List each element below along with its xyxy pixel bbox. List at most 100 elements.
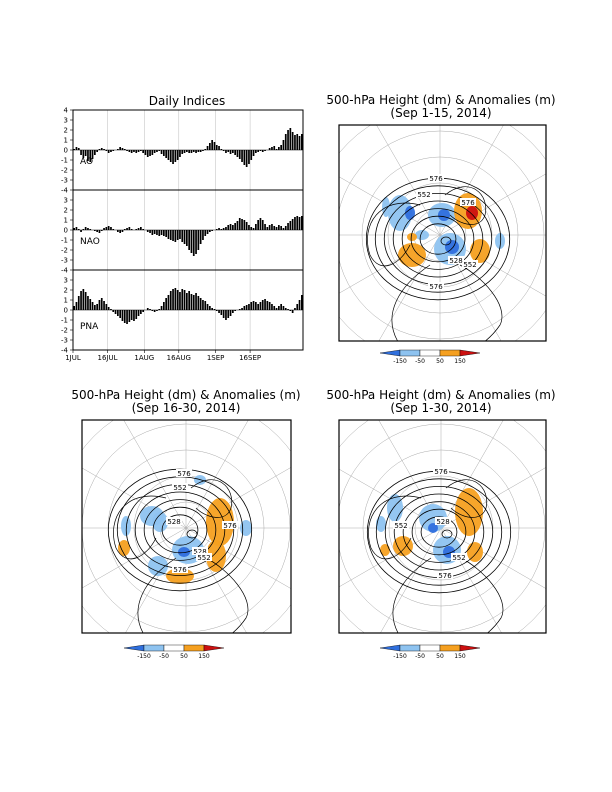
index-bar	[130, 229, 133, 230]
contour-label: 528	[167, 518, 180, 526]
index-bar	[123, 149, 126, 150]
colorbar-swatch	[419, 644, 441, 652]
coastline-eurasia	[113, 495, 167, 560]
index-bar	[206, 146, 209, 150]
index-bar	[103, 149, 105, 150]
index-bar	[137, 228, 140, 230]
index-bar	[112, 150, 115, 151]
index-bar	[156, 150, 158, 152]
index-bar	[234, 150, 236, 155]
index-bar	[245, 222, 248, 230]
index-bar	[289, 128, 292, 150]
y-tick-label: 1	[64, 297, 68, 305]
contour-label: 552	[463, 261, 476, 269]
index-bar	[107, 307, 110, 310]
anomaly-patch	[455, 488, 483, 536]
index-bar	[259, 302, 262, 310]
colorbar: -150 -50 50 150	[379, 644, 481, 660]
meridian-line	[185, 420, 249, 529]
y-tick-label: -4	[61, 267, 69, 275]
index-bar	[82, 289, 85, 310]
colorbar-label: -50	[159, 653, 169, 660]
index-bar	[160, 150, 163, 154]
y-tick-label: 3	[64, 277, 68, 285]
index-bar	[243, 220, 246, 230]
index-bar	[241, 219, 243, 230]
height-contour	[410, 215, 466, 263]
coastline-north-america	[391, 264, 503, 341]
colorbar-swatch	[439, 644, 461, 652]
indices-title: Daily Indices	[149, 94, 226, 108]
index-bar	[259, 150, 262, 151]
index-bar	[165, 298, 167, 310]
index-bar	[213, 309, 216, 310]
anomaly-patch	[376, 516, 386, 532]
index-bar	[188, 230, 190, 250]
index-bar	[289, 221, 292, 230]
index-bar	[278, 225, 280, 230]
index-bar	[275, 227, 278, 230]
height-contour	[392, 200, 484, 278]
contour-label-bg	[172, 565, 188, 573]
index-bar	[80, 230, 82, 232]
index-bar	[87, 150, 89, 161]
index-bar	[209, 230, 211, 232]
height-contour	[161, 514, 199, 546]
index-bar	[278, 306, 280, 310]
index-panel-nao: NAO 3 2 1 0 -1 -2 -3 -4	[61, 189, 304, 275]
contour-label-bg	[416, 190, 432, 198]
index-bar	[126, 150, 128, 151]
meridian-line	[123, 420, 187, 529]
index-bar	[215, 229, 218, 230]
anomaly-patch	[178, 547, 190, 557]
index-bar	[282, 228, 285, 230]
colorbar-swatch	[439, 349, 461, 357]
index-bar	[80, 150, 82, 155]
index-bar	[225, 150, 227, 153]
contour-label-bg	[428, 174, 444, 182]
index-bar	[163, 302, 165, 310]
index-bar	[151, 310, 154, 311]
index-bar	[167, 150, 170, 160]
contour-label: 576	[223, 522, 237, 530]
map-title-line1: 500-hPa Height (dm) & Anomalies (m)	[326, 388, 555, 402]
y-tick-label: 0	[64, 227, 68, 235]
index-bar	[232, 310, 234, 313]
index-bar	[275, 308, 278, 310]
contour-label: 576	[434, 468, 448, 476]
y-tick-label: -4	[61, 347, 69, 355]
index-bar	[220, 149, 223, 150]
index-bar	[238, 309, 241, 310]
index-bar	[117, 310, 119, 316]
index-bar	[255, 224, 257, 230]
index-bar	[245, 305, 248, 310]
index-bar	[301, 134, 303, 150]
index-bar	[236, 221, 239, 230]
index-bar	[137, 310, 140, 316]
index-bar	[282, 306, 285, 310]
index-bar	[172, 289, 174, 310]
y-tick-label: -1	[61, 157, 68, 165]
colorbar-swatch	[419, 349, 441, 357]
anomaly-patch	[118, 540, 130, 556]
y-tick-label: -3	[61, 257, 68, 265]
index-bar	[257, 304, 259, 310]
anomaly-patch	[467, 542, 483, 562]
anomaly-patch	[194, 475, 206, 485]
index-bar	[301, 216, 303, 230]
index-bar	[199, 230, 202, 244]
index-bar	[77, 229, 80, 230]
index-bar	[135, 229, 138, 230]
index-bar	[298, 300, 301, 310]
y-tick-label: -3	[61, 177, 68, 185]
index-bar	[174, 150, 177, 162]
contour-label: 528	[436, 518, 449, 526]
contour-label: 552	[417, 191, 430, 199]
index-bar	[266, 227, 269, 230]
coastline-greenland	[445, 479, 488, 518]
index-panel-ao: AO 4 3 2 1 0 -1 -2 -3 -4	[61, 107, 304, 195]
index-bar	[84, 150, 87, 156]
index-bar	[227, 225, 230, 230]
index-bar	[75, 302, 78, 310]
index-bar	[229, 150, 232, 154]
